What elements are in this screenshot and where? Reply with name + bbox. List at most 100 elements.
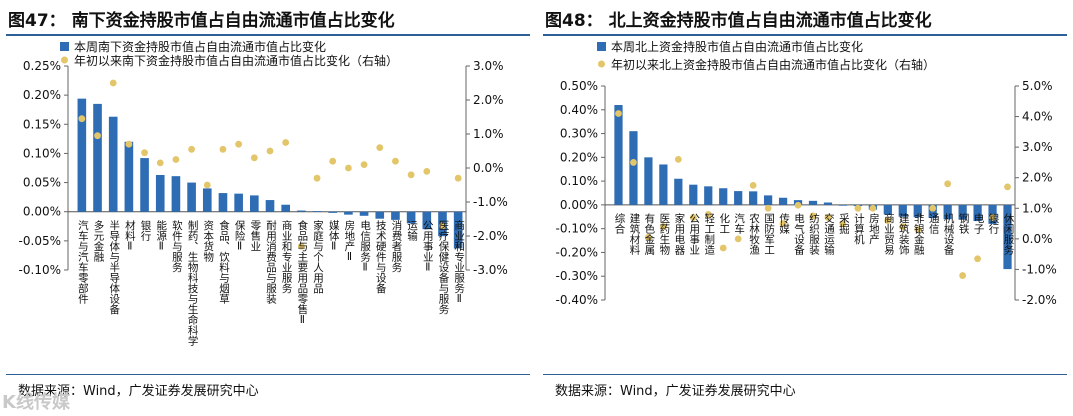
dot [313,174,321,182]
dot [156,159,164,167]
dot [645,233,652,241]
dot [869,204,877,212]
legend-dot-label: 年初以来北上资金持股市值占自由流通市值占比变化（右轴） [611,57,935,72]
y-right-tick-label: 3.0% [1022,140,1053,154]
category-label: 电气设备 [793,212,805,256]
y-right-tick-label: -2.0% [473,229,508,243]
category-label: 软件与服务 [171,219,183,273]
legend-bar-label: 本周南下资金持股市值占自由流通市值占比变化 [74,39,326,54]
dot [392,157,399,165]
legend-dot-swatch [598,60,605,68]
y-left-tick-label: 0.20% [23,88,61,102]
bar [171,176,181,212]
watermark: K线传媒 [2,392,70,413]
bar [808,200,818,205]
y-left-tick-label: 0.10% [23,146,61,160]
category-label: 保险Ⅱ [234,219,246,253]
y-left-tick-label: -0.05% [19,234,61,248]
category-label: 建筑材料 [628,212,640,256]
dot [944,180,952,188]
bar [108,116,118,212]
bar [644,157,653,205]
category-label: 轻工制造 [703,212,715,255]
dot [884,217,892,224]
chart-panel-south: 图47： 南下资金持股市值占自由流通市值占比变化 本周南下资金持股市值占自由流通… [0,0,536,416]
dot [94,132,101,140]
dot [779,220,787,227]
dot [297,242,305,250]
legend-bar-label: 本周北上资金持股市值占自由流通市值占比变化 [611,39,863,54]
dot [345,164,352,172]
bar [749,191,758,205]
dot [899,223,907,231]
dot [266,147,274,155]
dot [203,181,211,189]
bar [375,211,385,219]
dot [630,159,637,166]
legend: 本周北上资金持股市值占自由流通市值占比变化年初以来北上资金持股市值占自由流通市值… [597,39,935,72]
dot [615,110,622,117]
y-left-tick-label: 0.30% [560,127,598,141]
bar [328,211,338,213]
dot [659,223,667,231]
bar [823,202,833,205]
bar [898,204,907,217]
category-label: 商业贸易 [883,212,895,256]
category-label: 医疗保健设备与服务 [437,220,449,315]
dot [734,235,742,243]
bar [719,188,728,205]
dot [929,204,937,212]
category-label: 房地产Ⅱ [343,219,355,263]
category-label: 化工 [718,212,730,234]
dot [454,174,462,182]
dot [439,222,446,230]
figure-title-text: 南下资金持股市值占自由流通市值占比变化 [71,11,395,31]
dot [423,168,431,175]
category-label: 耐用消费品与服装 [265,219,277,305]
category-label: 电信服务Ⅱ [359,219,371,274]
category-label: 农林牧渔 [748,212,760,256]
bar [674,178,683,205]
y-left-tick-label: 0.20% [560,150,598,164]
dot [914,226,922,234]
bar [155,174,165,212]
title-rule [6,34,530,36]
source-rule [6,374,530,375]
source-rule [543,374,1067,375]
bar [344,211,353,215]
dot [839,220,847,227]
category-label: 运输 [406,220,418,242]
bar [838,204,848,206]
y-right-tick-label: 2.0% [1022,171,1053,185]
dot [219,145,227,153]
dot [250,154,258,162]
bar [614,105,623,205]
y-right-tick-label: 2.0% [473,93,504,107]
bar [763,195,773,205]
y-left-tick-label: 0.40% [560,103,598,117]
dot [141,149,148,157]
dot [172,156,180,163]
bar [250,195,259,212]
y-left-tick-label: -0.20% [556,245,598,259]
y-left-tick-label: 0.15% [23,117,61,131]
category-label: 房地产 [868,212,880,245]
bar [202,188,212,212]
category-label: 交通运输 [823,212,835,256]
dot [109,79,117,87]
title-rule [543,34,1067,36]
category-label: 多元金融 [93,219,105,263]
y-left-tick-label: 0.00% [23,205,61,219]
source-note: 数据来源：Wind，广发证券发展研究中心 [555,384,796,399]
bar [312,211,322,212]
y-right-tick-label: -3.0% [473,263,508,277]
legend-bar-swatch [597,42,606,51]
legend-dot-swatch [61,56,68,64]
legend-dot-label: 年初以来南下资金持股市值占自由流通市值占比变化（右轴） [74,53,398,68]
y-right-tick-label: 4.0% [1022,110,1053,124]
bar [958,204,967,220]
category-label: 通信 [928,213,940,235]
category-label: 食品与主要用品零售Ⅱ [296,219,308,326]
dot [764,204,772,212]
bar [218,193,228,212]
